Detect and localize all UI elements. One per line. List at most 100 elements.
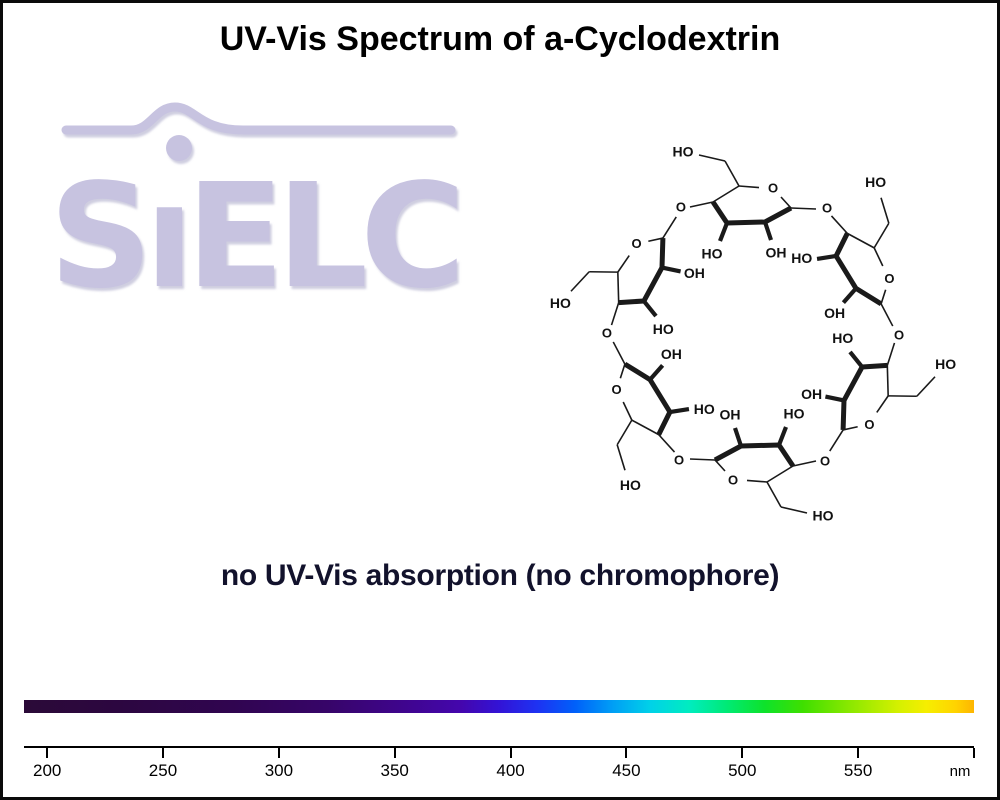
atom-label: HO bbox=[935, 356, 956, 372]
wavelength-axis: 200 250 300 350 400 450 500 550 nm bbox=[24, 746, 975, 793]
axis-tick bbox=[161, 748, 164, 758]
bond bbox=[669, 407, 690, 415]
bond bbox=[631, 419, 660, 436]
bond bbox=[777, 426, 788, 446]
bond bbox=[710, 200, 793, 226]
axis-tick bbox=[393, 748, 396, 758]
logo-dot-icon bbox=[166, 135, 192, 161]
atom-label: O bbox=[611, 382, 621, 397]
bond bbox=[713, 442, 796, 468]
bond bbox=[840, 362, 888, 430]
bond bbox=[886, 342, 896, 366]
bond bbox=[612, 341, 626, 365]
axis-tick-label: 250 bbox=[148, 761, 178, 780]
bond bbox=[738, 185, 760, 189]
bond bbox=[880, 197, 890, 224]
atom-label: O bbox=[768, 181, 778, 196]
atom-label: OH bbox=[766, 245, 787, 261]
atom-label: HO bbox=[550, 295, 571, 311]
bond bbox=[873, 247, 884, 267]
atom-label: O bbox=[602, 325, 612, 340]
bond bbox=[880, 303, 894, 327]
axis-tick bbox=[741, 748, 744, 758]
bond bbox=[886, 365, 889, 396]
axis-tick-label: 450 bbox=[612, 761, 641, 780]
atom-label: OH bbox=[661, 346, 682, 362]
bond bbox=[824, 394, 845, 403]
atom-label: HO bbox=[791, 250, 812, 266]
bond bbox=[848, 350, 864, 369]
bond bbox=[792, 460, 817, 467]
bond bbox=[833, 232, 883, 307]
bond bbox=[642, 299, 658, 318]
bond bbox=[873, 222, 890, 249]
atom-label: O bbox=[822, 201, 832, 216]
atom-label: HO bbox=[694, 401, 715, 417]
axis-tick bbox=[625, 748, 628, 758]
bond bbox=[617, 272, 620, 303]
bond bbox=[830, 215, 848, 234]
bond bbox=[876, 395, 889, 413]
bond bbox=[766, 465, 794, 483]
axis-tick-label: 350 bbox=[380, 761, 409, 780]
axis-tick bbox=[857, 748, 860, 758]
axis-tick-label: 300 bbox=[264, 761, 294, 780]
bond bbox=[616, 419, 633, 446]
annotation-text: no UV-Vis absorption (no chromophore) bbox=[220, 559, 780, 592]
bond bbox=[610, 302, 620, 326]
atom-label: O bbox=[864, 417, 874, 432]
atom-label: O bbox=[820, 454, 830, 469]
atom-label: O bbox=[631, 236, 641, 251]
atom-label: OH bbox=[801, 386, 822, 402]
axis-unit-label: nm bbox=[949, 763, 971, 780]
atom-label: OH bbox=[720, 407, 741, 423]
bond bbox=[689, 458, 716, 461]
bond bbox=[733, 427, 743, 447]
bond bbox=[661, 265, 682, 274]
bond bbox=[746, 479, 768, 483]
bond bbox=[570, 271, 590, 292]
bond bbox=[658, 434, 676, 453]
axis-tick-label: 550 bbox=[843, 761, 873, 780]
bond bbox=[618, 238, 666, 306]
axis-end-tick bbox=[973, 748, 975, 758]
atom-label: O bbox=[674, 453, 684, 468]
bond bbox=[718, 222, 729, 242]
bond bbox=[790, 207, 817, 210]
bond bbox=[622, 401, 633, 421]
bond bbox=[829, 429, 844, 452]
atom-label: HO bbox=[702, 246, 723, 262]
bond bbox=[763, 221, 773, 241]
atom-label: OH bbox=[824, 305, 845, 321]
bond bbox=[689, 201, 714, 208]
bond bbox=[841, 286, 858, 304]
bond bbox=[712, 185, 740, 203]
atom-label: O bbox=[884, 271, 894, 286]
bond bbox=[698, 154, 726, 162]
atom-label: O bbox=[676, 199, 686, 214]
axis-tick bbox=[277, 748, 280, 758]
axis-tick bbox=[509, 748, 512, 758]
bond bbox=[780, 506, 808, 514]
bond bbox=[662, 216, 677, 239]
bond bbox=[846, 232, 875, 249]
atom-label: HO bbox=[653, 321, 674, 337]
axis-tick-label: 200 bbox=[32, 761, 62, 780]
logo-text: SıELC bbox=[49, 152, 458, 303]
bond bbox=[816, 253, 837, 261]
atom-label: OH bbox=[684, 265, 705, 281]
bond bbox=[616, 444, 626, 471]
bond bbox=[724, 160, 740, 187]
spectrum-colorbar bbox=[24, 700, 974, 713]
bond bbox=[623, 361, 673, 436]
atom-label: HO bbox=[784, 406, 805, 422]
figure-title: UV-Vis Spectrum of a-Cyclodextrin bbox=[219, 20, 781, 58]
atom-label: HO bbox=[620, 477, 641, 493]
atom-label: HO bbox=[832, 330, 853, 346]
sielc-logo: SıELC bbox=[49, 102, 463, 303]
atom-label: HO bbox=[673, 144, 694, 160]
axis-tick-label: 500 bbox=[728, 761, 757, 780]
atom-label: HO bbox=[865, 174, 886, 190]
atom-label: O bbox=[894, 328, 904, 343]
